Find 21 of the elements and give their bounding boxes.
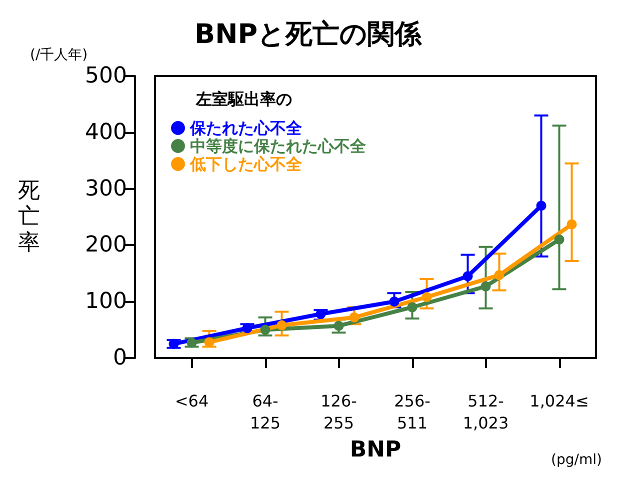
legend-title: 左室駆出率の [195,90,292,108]
x-tick-label: 256- 511 [394,392,430,432]
text: (pg/ml) [551,452,602,468]
x-tick-label: 1,024≤ [530,392,589,410]
y-tick-label: 500 [85,64,127,88]
x-tick-label: <64 [174,392,209,410]
y-tick-label: 100 [85,289,127,314]
y-tick-label: 0 [113,346,127,370]
text: (/千人年) [30,47,88,63]
x-axis-title: BNP [350,437,402,462]
y-tick-label: 400 [85,120,127,145]
y-tick-label: 300 [85,176,127,202]
x-tick-label: 512- 1,023 [462,392,509,432]
legend-label: 低下した心不全 [189,154,303,174]
x-tick-label: 126- 255 [320,392,357,432]
y-axis-title: 死亡率 [18,178,40,256]
y-tick-label: 200 [85,232,127,258]
chart-title: BNPと死亡の関係 [194,19,422,50]
x-tick-label: 64- 125 [250,392,281,432]
legend-label: 保たれた心不全 [189,118,303,138]
legend-label: 中等度に保たれた心不全 [190,136,367,156]
